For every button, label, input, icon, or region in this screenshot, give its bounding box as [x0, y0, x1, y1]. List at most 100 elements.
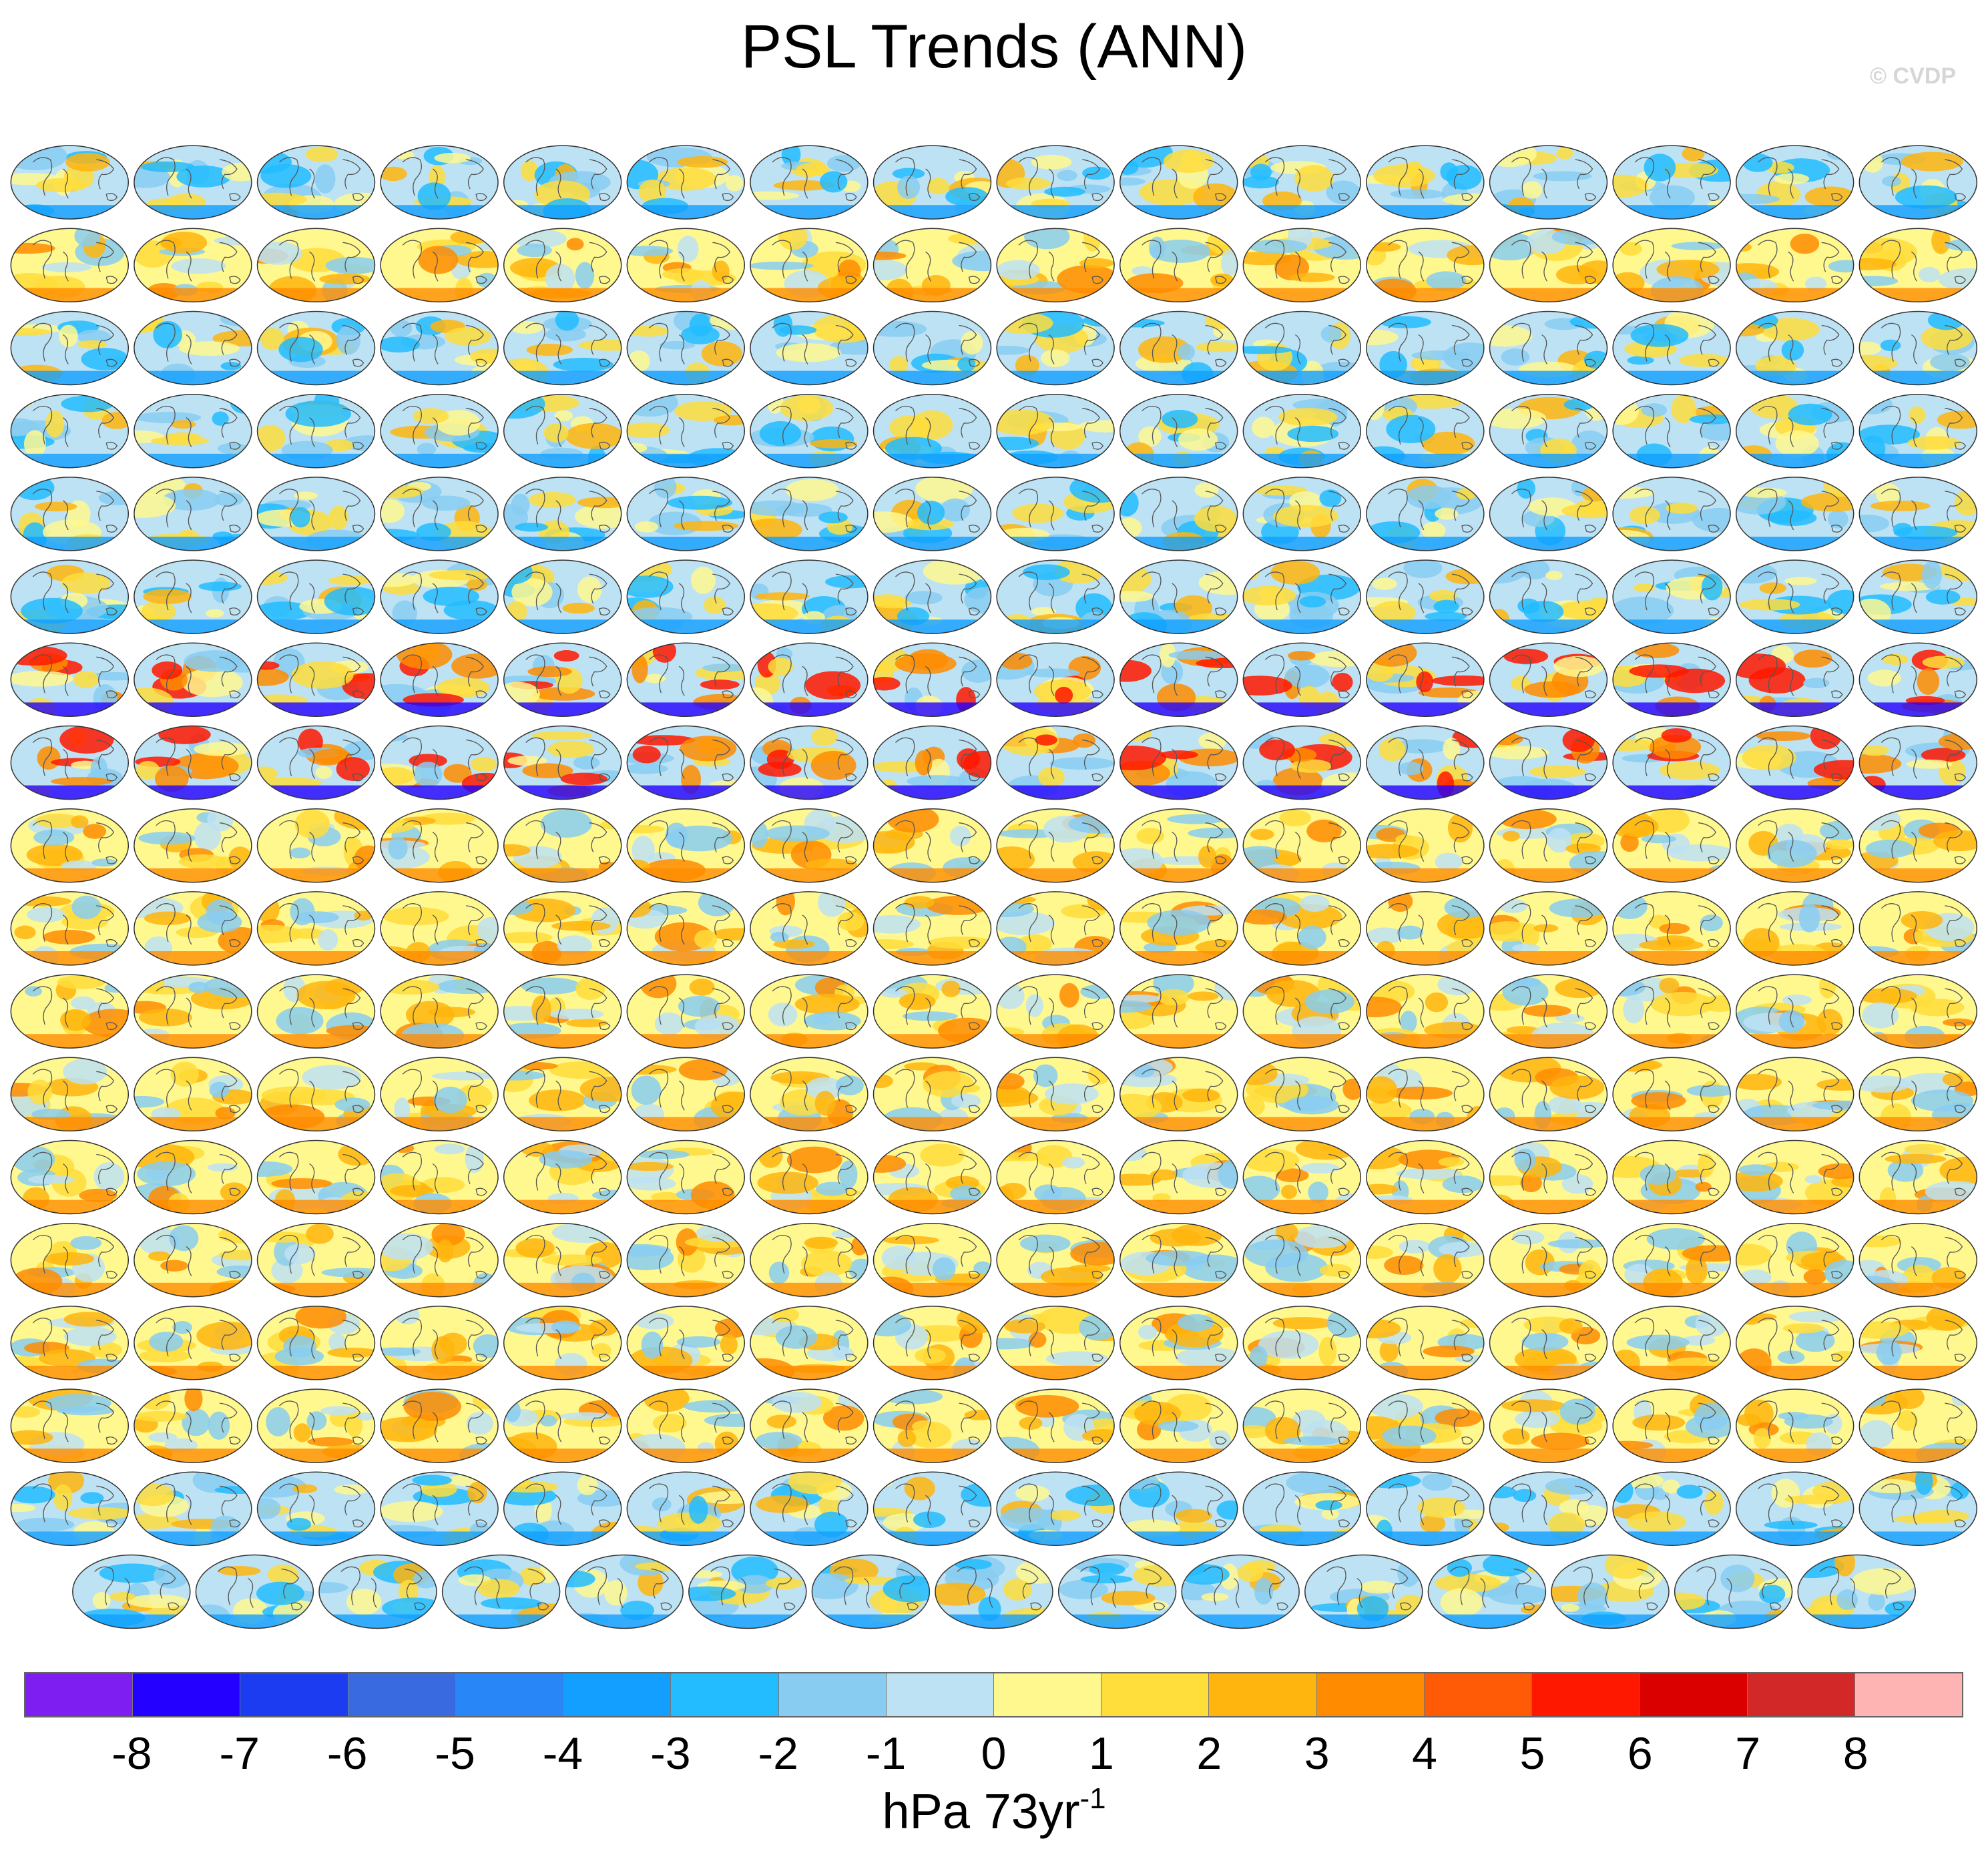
trend-map-panel — [996, 1139, 1115, 1215]
trend-map-panel — [1242, 1388, 1362, 1463]
trend-map-panel — [750, 1057, 868, 1132]
trend-map-panel — [134, 1388, 252, 1463]
trend-map-panel — [811, 1554, 931, 1629]
trend-map-panel — [626, 1222, 746, 1298]
trend-map-panel — [1735, 1388, 1854, 1463]
trend-map-panel — [750, 808, 868, 883]
trend-map-panel — [1366, 1388, 1485, 1463]
trend-map-panel — [256, 1139, 376, 1215]
trend-map-panel — [1735, 1139, 1854, 1215]
trend-map-panel — [1489, 891, 1608, 966]
trend-map-panel — [134, 1471, 252, 1547]
trend-map-panel — [503, 1388, 622, 1463]
trend-map-panel — [1858, 477, 1978, 551]
trend-map-panel — [1612, 228, 1731, 303]
trend-map-panel — [873, 891, 992, 966]
colorbar-box — [1640, 1673, 1748, 1716]
trend-map-panel — [10, 808, 130, 883]
trend-map-panel — [1242, 808, 1362, 883]
trend-map-panel — [1242, 393, 1362, 469]
trend-map-panel — [873, 725, 992, 800]
trend-map-panel — [626, 393, 746, 469]
trend-map-panel — [1489, 1222, 1608, 1298]
colorbar-units-label: hPa 73yr-1 — [0, 1782, 1988, 1840]
trend-map-panel — [134, 228, 252, 303]
trend-map-panel — [626, 974, 746, 1049]
trend-map-panel — [873, 1388, 992, 1463]
trend-map-panel — [1735, 228, 1854, 303]
colorbar-tick-label: 8 — [1842, 1728, 1869, 1779]
trend-map-panel — [134, 974, 252, 1049]
colorbar-tick-label: -5 — [435, 1728, 475, 1779]
colorbar-box — [886, 1673, 994, 1716]
trend-map-panel — [1858, 145, 1978, 220]
trend-map-panel — [996, 393, 1115, 469]
trend-map-panel — [996, 974, 1115, 1049]
trend-map-panel — [1858, 974, 1978, 1049]
trend-map-panel — [750, 974, 868, 1049]
trend-map-panel — [1858, 1222, 1978, 1298]
trend-map-panel — [1366, 559, 1485, 634]
trend-map-panel — [1858, 1306, 1978, 1380]
trend-map-panel — [626, 1057, 746, 1132]
colorbar-box — [348, 1673, 456, 1716]
colorbar-tick-label: 1 — [1088, 1728, 1114, 1779]
trend-map-panel — [873, 1222, 992, 1298]
trend-map-panel — [134, 1306, 252, 1380]
colorbar-box — [455, 1673, 564, 1716]
trend-map-panel — [626, 725, 746, 800]
trend-map-panel — [134, 1222, 252, 1298]
colorbar-tick-label: -1 — [865, 1728, 907, 1779]
trend-map-panel — [1366, 1471, 1485, 1547]
trend-map-panel — [1366, 310, 1485, 386]
trend-map-panel — [380, 1388, 499, 1463]
trend-map-panel — [503, 1139, 622, 1215]
trend-map-panel — [503, 1222, 622, 1298]
trend-map-panel — [134, 725, 252, 800]
trend-map-panel — [10, 1057, 130, 1132]
trend-map-panel — [1735, 808, 1854, 883]
trend-map-panel — [256, 642, 376, 718]
trend-map-panel — [256, 393, 376, 469]
colorbar-tick-label: 7 — [1735, 1728, 1761, 1779]
trend-map-panel — [1366, 642, 1485, 718]
trend-map-panel — [1858, 642, 1978, 718]
trend-map-panel — [873, 393, 992, 469]
trend-map-panel — [1489, 1057, 1608, 1132]
trend-map-panel — [1242, 1222, 1362, 1298]
trend-map-panel — [1366, 477, 1485, 551]
trend-map-panel — [1366, 1222, 1485, 1298]
trend-map-panel — [380, 310, 499, 386]
trend-map-panel — [134, 393, 252, 469]
colorbar-box — [1209, 1673, 1317, 1716]
trend-map-panel — [380, 559, 499, 634]
trend-map-panel — [503, 559, 622, 634]
trend-map-panel — [1489, 642, 1608, 718]
trend-map-panel — [996, 477, 1115, 551]
trend-map-panel — [996, 559, 1115, 634]
trend-map-panel — [626, 559, 746, 634]
colorbar-box — [563, 1673, 672, 1716]
colorbar-box — [778, 1673, 887, 1716]
trend-map-panel — [503, 310, 622, 386]
trend-map-panel — [1119, 642, 1238, 718]
colorbar-tick-label: 0 — [981, 1728, 1007, 1779]
trend-map-panel — [565, 1554, 684, 1629]
trend-map-panel — [380, 1139, 499, 1215]
trend-map-panel — [873, 974, 992, 1049]
trend-map-panel — [503, 725, 622, 800]
trend-map-panel — [750, 642, 868, 718]
trend-map-panel — [380, 477, 499, 551]
trend-map-panel — [873, 1306, 992, 1380]
trend-map-panel — [380, 1471, 499, 1547]
trend-map-panel — [996, 1388, 1115, 1463]
trend-map-panel — [503, 228, 622, 303]
trend-map-panel — [873, 642, 992, 718]
colorbar-tick-label: -7 — [219, 1728, 260, 1779]
trend-map-panel — [1735, 891, 1854, 966]
trend-map-panel — [996, 145, 1115, 220]
trend-map-panel — [996, 1471, 1115, 1547]
trend-map-panel — [1674, 1554, 1793, 1629]
colorbar-tick-label: -6 — [326, 1728, 368, 1779]
trend-map-panel — [380, 1222, 499, 1298]
